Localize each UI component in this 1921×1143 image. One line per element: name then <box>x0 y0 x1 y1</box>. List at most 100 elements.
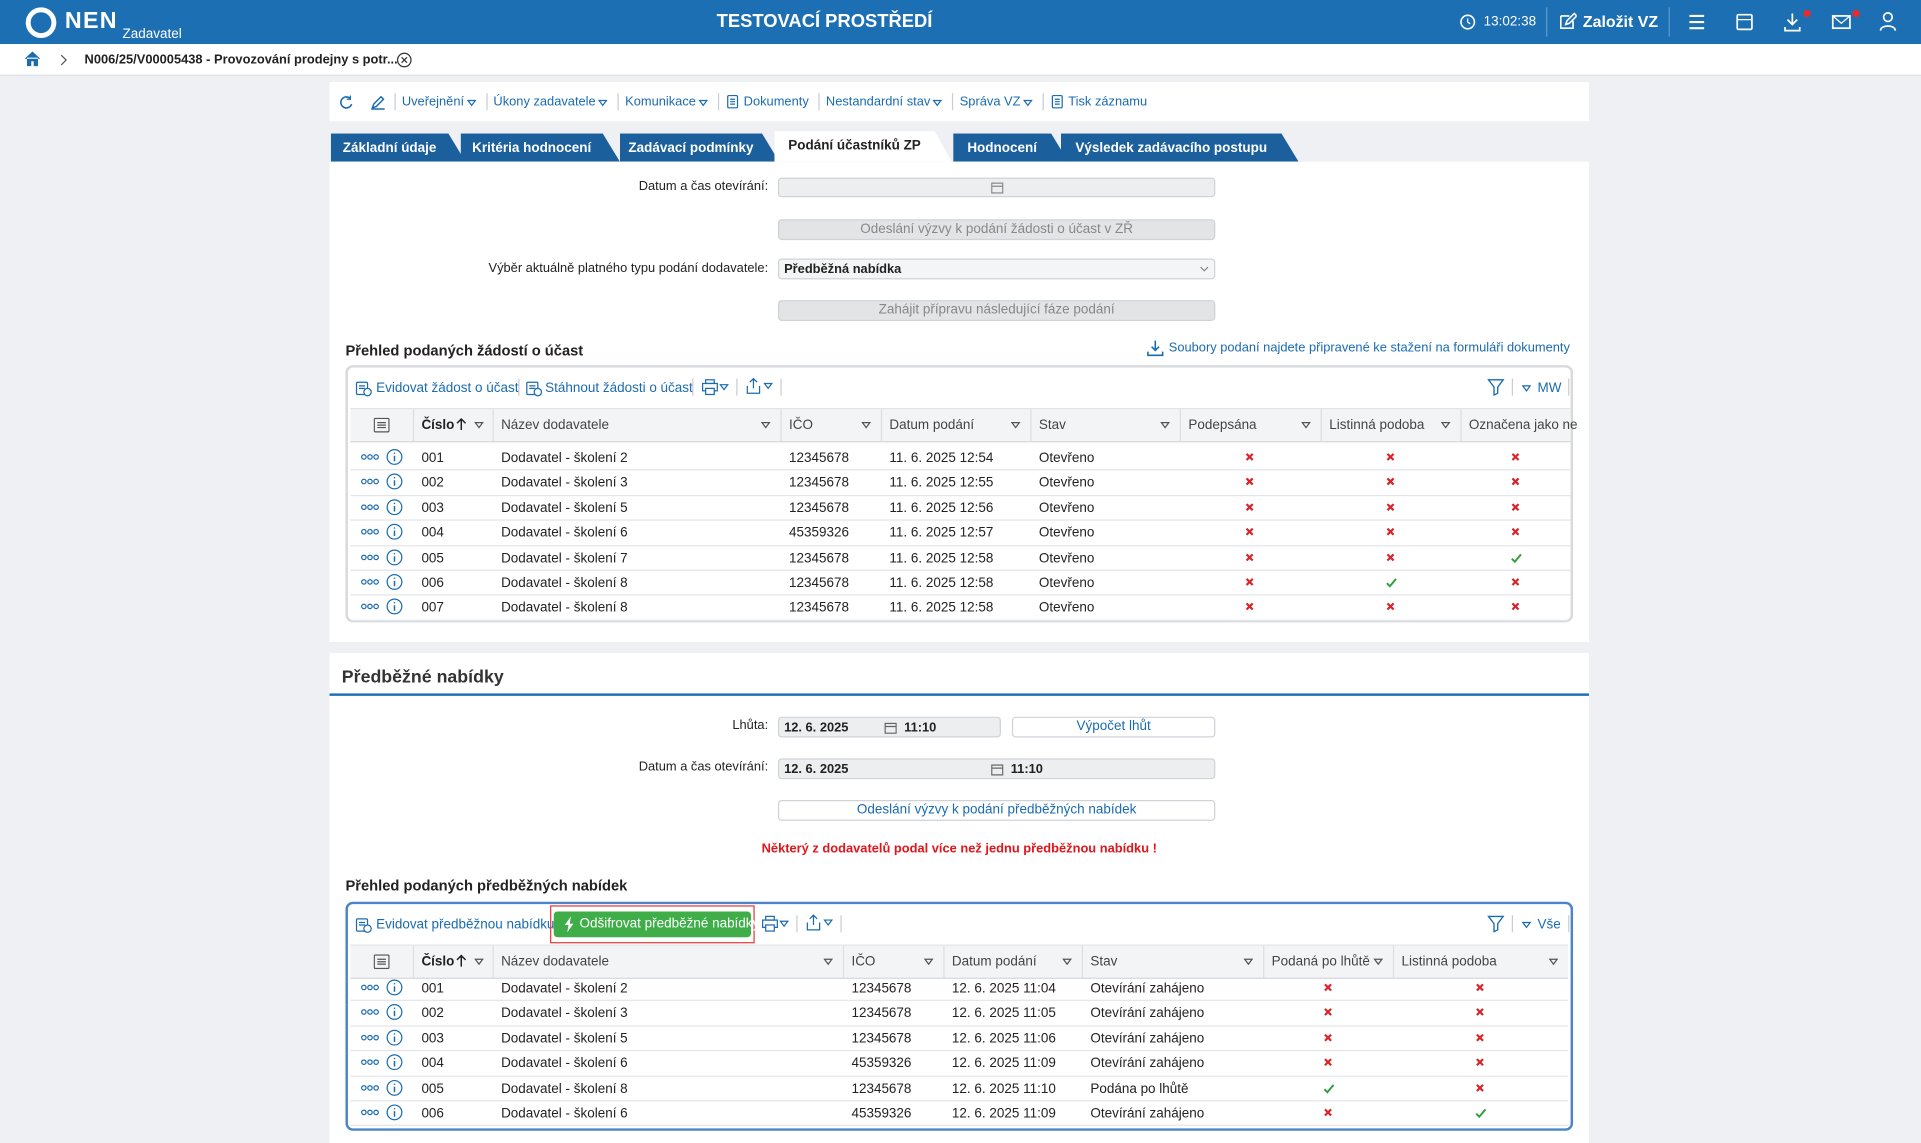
row-info-icon[interactable] <box>386 548 403 565</box>
row-info-icon[interactable] <box>386 1079 403 1096</box>
export-icon[interactable] <box>805 914 834 932</box>
row-menu-icon[interactable] <box>360 503 380 510</box>
column-header[interactable]: Listinná podoba <box>1401 954 1497 970</box>
row-menu-icon[interactable] <box>360 984 380 991</box>
action-link[interactable]: Stáhnout žádosti o účast <box>545 381 693 396</box>
toolbar-item[interactable]: Nestandardní stav <box>825 94 931 110</box>
print-icon[interactable] <box>761 915 790 932</box>
filter-caret[interactable] <box>823 958 834 967</box>
action-icon[interactable] <box>355 916 372 933</box>
files-link[interactable]: Soubory podaní najdete připravené ke sta… <box>1168 340 1570 356</box>
toolbar-item[interactable]: Tisk záznamu <box>1068 94 1148 110</box>
edit-icon[interactable] <box>370 94 386 110</box>
column-header[interactable]: Listinná podoba <box>1329 417 1425 433</box>
filter-icon[interactable] <box>1487 915 1505 933</box>
row-info-icon[interactable] <box>386 498 403 515</box>
view-selector[interactable]: MW <box>1537 381 1562 396</box>
row-info-icon[interactable] <box>386 473 403 490</box>
row-info-icon[interactable] <box>386 979 403 996</box>
row-info-icon[interactable] <box>386 1029 403 1046</box>
filter-caret[interactable] <box>1062 958 1072 967</box>
column-header[interactable]: Název dodavatele <box>501 954 609 970</box>
toolbar-item[interactable]: Komunikace <box>625 94 696 110</box>
action-link[interactable]: Evidovat žádost o účast <box>376 381 519 396</box>
column-header[interactable]: Číslo <box>421 417 455 433</box>
filter-caret[interactable] <box>1160 421 1170 430</box>
row-info-icon[interactable] <box>386 598 403 615</box>
tab[interactable]: Hodnocení <box>953 134 1068 162</box>
column-header[interactable]: Název dodavatele <box>501 417 609 433</box>
column-header[interactable]: Označena jako ne <box>1468 417 1578 433</box>
column-header[interactable]: IČO <box>788 417 813 433</box>
row-menu-icon[interactable] <box>360 1034 380 1041</box>
filter-icon[interactable] <box>1487 379 1505 396</box>
filter-caret[interactable] <box>1010 421 1021 430</box>
row-info-icon[interactable] <box>386 1104 403 1121</box>
cross-icon <box>1476 1008 1484 1017</box>
view-selector[interactable]: Vše <box>1537 917 1561 933</box>
row-menu-icon[interactable] <box>360 453 380 460</box>
toolbar-item[interactable]: Uveřejnění <box>401 94 465 110</box>
column-header[interactable]: Podepsána <box>1188 417 1257 433</box>
tab[interactable]: Výsledek zadávacího postupu <box>1061 134 1299 162</box>
column-header[interactable]: Číslo <box>421 954 455 970</box>
column-settings-icon[interactable] <box>373 417 390 433</box>
column-header[interactable]: Stav <box>1038 417 1066 433</box>
calc-button[interactable]: Výpočet lhůt <box>1011 716 1216 738</box>
tab[interactable]: Kritéria hodnocení <box>461 134 620 162</box>
column-settings-icon[interactable] <box>373 954 390 970</box>
export-icon[interactable] <box>745 377 774 395</box>
filter-caret[interactable] <box>923 958 934 967</box>
column-header[interactable]: Podaná po lhůtě <box>1271 954 1370 970</box>
column-header[interactable]: Datum podání <box>951 954 1037 970</box>
row-menu-icon[interactable] <box>360 1009 380 1016</box>
filter-caret[interactable] <box>1440 421 1451 430</box>
row-menu-icon[interactable] <box>360 1059 380 1066</box>
tab[interactable]: Základní údaje <box>331 134 466 162</box>
breadcrumb[interactable]: N006/25/V00005438 - Provozování prodejny… <box>84 52 398 68</box>
print-icon[interactable] <box>701 379 730 396</box>
home-icon[interactable] <box>23 50 41 67</box>
download-icon <box>1147 340 1164 357</box>
filter-caret[interactable] <box>861 421 872 430</box>
filter-caret[interactable] <box>1548 958 1559 967</box>
decrypt-button[interactable]: Odšifrovat předběžné nabídky <box>550 905 759 944</box>
filter-caret[interactable] <box>1243 958 1254 967</box>
column-header[interactable]: IČO <box>851 954 876 970</box>
close-icon[interactable] <box>396 51 413 68</box>
refresh-icon[interactable] <box>338 94 354 110</box>
row-info-icon[interactable] <box>386 523 403 540</box>
filter-caret[interactable] <box>1373 958 1384 967</box>
tab-active[interactable]: Podání účastníků ZP <box>774 131 952 162</box>
row-menu-icon[interactable] <box>360 528 380 535</box>
row-info-icon[interactable] <box>386 573 403 590</box>
toolbar-item[interactable]: Úkony zadavatele <box>493 94 596 110</box>
tab[interactable]: Zadávací podmínky <box>620 134 779 162</box>
toolbar-item[interactable]: Dokumenty <box>743 94 809 110</box>
invite-offers-button[interactable]: Odeslání výzvy k podání předběžných nabí… <box>777 800 1216 821</box>
action-icon[interactable] <box>355 380 372 397</box>
create-vz[interactable]: Založit VZ <box>1582 12 1659 31</box>
filter-caret[interactable] <box>1301 421 1311 430</box>
view-caret[interactable] <box>1521 920 1532 929</box>
toolbar-item[interactable]: Správa VZ <box>959 94 1021 110</box>
filter-caret[interactable] <box>474 421 484 430</box>
row-menu-icon[interactable] <box>360 578 380 585</box>
view-caret[interactable] <box>1521 383 1532 392</box>
row-info-icon[interactable] <box>386 1054 403 1071</box>
row-menu-icon[interactable] <box>360 603 380 610</box>
action-icon[interactable] <box>526 380 543 397</box>
action-link[interactable]: Evidovat předběžnou nabídku <box>376 917 555 933</box>
top-icons[interactable] <box>1685 9 1906 35</box>
row-info-icon[interactable] <box>386 448 403 465</box>
row-menu-icon[interactable] <box>360 1084 380 1091</box>
filter-caret[interactable] <box>760 421 771 430</box>
column-header[interactable]: Datum podání <box>889 417 975 433</box>
row-menu-icon[interactable] <box>360 553 380 560</box>
row-info-icon[interactable] <box>386 1004 403 1021</box>
type-select[interactable]: Předběžná nabídka <box>777 258 1216 280</box>
column-header[interactable]: Stav <box>1090 954 1118 970</box>
row-menu-icon[interactable] <box>360 478 380 485</box>
filter-caret[interactable] <box>474 958 484 967</box>
row-menu-icon[interactable] <box>360 1109 380 1116</box>
